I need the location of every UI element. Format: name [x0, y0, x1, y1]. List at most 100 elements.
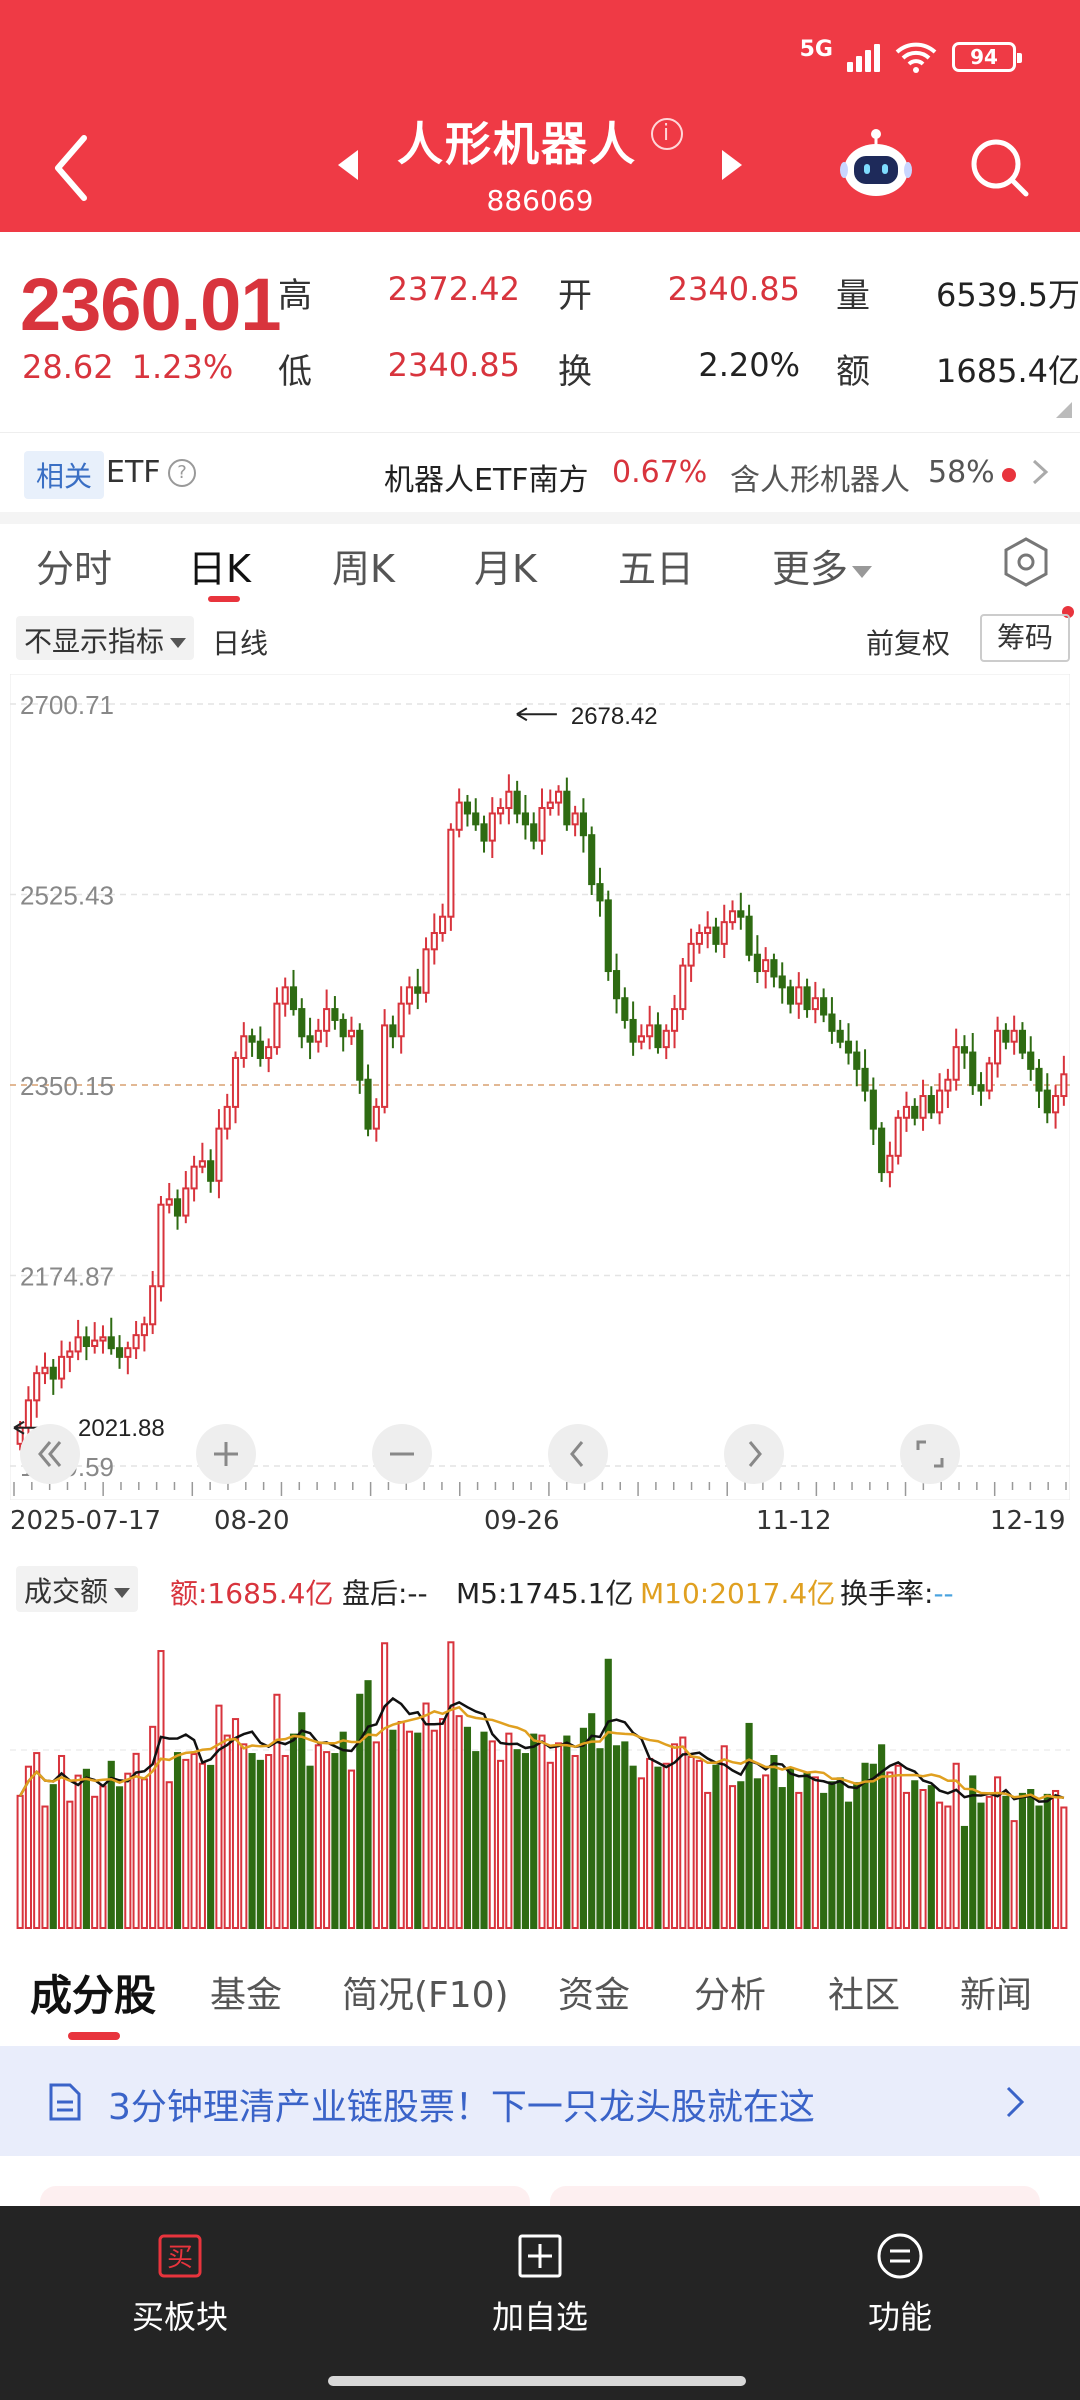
- volume-bar: [786, 1767, 795, 1929]
- scroll-left-icon[interactable]: [548, 1424, 608, 1484]
- svg-text:买: 买: [167, 2243, 193, 2273]
- candle-body: [298, 1008, 306, 1038]
- tab-intraday[interactable]: 分时: [36, 547, 113, 591]
- volume-bar: [1002, 1795, 1010, 1929]
- next-item-button[interactable]: [718, 148, 746, 182]
- tab-analysis[interactable]: 分析: [694, 1975, 767, 2016]
- x-tick-label: 08-20: [214, 1506, 290, 1536]
- rewind-icon[interactable]: [20, 1424, 80, 1484]
- functions-label: 功能: [867, 2298, 932, 2336]
- volume-bar: [124, 1772, 132, 1929]
- candle-body: [505, 790, 513, 810]
- candle-body: [405, 986, 414, 1005]
- candle-body: [778, 975, 786, 989]
- x-tick-label: 12-19: [990, 1506, 1066, 1536]
- candle-body: [795, 986, 803, 1005]
- volume-bar: [281, 1754, 289, 1929]
- chevron-right-icon: [1006, 2086, 1025, 2118]
- tab-weekly-k[interactable]: 周K: [332, 547, 395, 591]
- volume-bar: [637, 1777, 645, 1929]
- chips-button[interactable]: 筹码: [980, 614, 1070, 662]
- tab-five-day[interactable]: 五日: [618, 547, 695, 591]
- add-watchlist-button[interactable]: 加自选: [440, 2232, 640, 2338]
- chevron-right-icon[interactable]: [1030, 457, 1050, 487]
- search-icon[interactable]: [968, 136, 1032, 200]
- back-button[interactable]: [46, 128, 106, 208]
- volume-bar: [149, 1725, 157, 1929]
- tab-f10[interactable]: 简况(F10): [342, 1975, 509, 2016]
- candlestick-chart[interactable]: 2700.712525.432350.152174.871999.592678.…: [10, 674, 1070, 1500]
- tab-capital[interactable]: 资金: [558, 1975, 631, 2016]
- promo-banner[interactable]: 3分钟理清产业链股票！下一只龙头股就在这: [0, 2046, 1080, 2156]
- active-tab-indicator: [208, 596, 240, 602]
- tab-constituents[interactable]: 成分股: [30, 1971, 157, 2020]
- volume-bar: [737, 1781, 745, 1929]
- indicator-label: 不显示指标: [24, 625, 165, 658]
- candle-body: [472, 812, 480, 826]
- volume-bar: [389, 1729, 397, 1929]
- high-label: 高: [278, 276, 312, 316]
- candle-body: [513, 790, 521, 815]
- volume-bar: [497, 1759, 505, 1929]
- volume-bar: [836, 1777, 844, 1929]
- volume-bar: [728, 1785, 737, 1929]
- functions-button[interactable]: 功能: [800, 2232, 1000, 2338]
- candle-body: [381, 1024, 389, 1108]
- x-axis-labels: 2025-07-17 08-20 09-26 11-12 12-19: [0, 1506, 1080, 1546]
- volume-bar: [455, 1715, 463, 1929]
- indicator-dropdown[interactable]: 不显示指标: [16, 616, 195, 660]
- etf-name[interactable]: 机器人ETF南方: [384, 463, 589, 498]
- notification-dot: [1002, 468, 1016, 482]
- banner-text: 3分钟理清产业链股票！下一只龙头股就在这: [108, 2087, 815, 2128]
- amount-value: 1685.4亿: [936, 352, 1080, 390]
- settings-hex-icon[interactable]: [1002, 536, 1050, 588]
- zoom-in-icon[interactable]: [196, 1424, 256, 1484]
- tab-monthly-k[interactable]: 月K: [474, 547, 537, 591]
- buy-sector-button[interactable]: 买 买板块: [80, 2232, 280, 2338]
- candle-body: [1010, 1029, 1018, 1043]
- volume-bar: [654, 1766, 662, 1929]
- volume-bar: [745, 1722, 753, 1929]
- volume-chart[interactable]: [10, 1610, 1070, 1940]
- volume-bar: [480, 1731, 488, 1930]
- candle-body: [149, 1285, 157, 1326]
- adjust-mode[interactable]: 前复权: [866, 627, 951, 660]
- volume-bar: [381, 1642, 389, 1929]
- candle-body: [207, 1160, 215, 1182]
- candle-body: [314, 1029, 322, 1043]
- candle-body: [165, 1198, 173, 1206]
- prev-item-button[interactable]: [334, 148, 362, 182]
- volume-indicator-dropdown[interactable]: 成交额: [16, 1566, 139, 1612]
- volume-bar: [306, 1765, 314, 1929]
- candle-body: [364, 1078, 372, 1130]
- wifi-icon: [895, 42, 937, 73]
- candle-body: [521, 812, 530, 826]
- volume-bar: [530, 1733, 538, 1930]
- candle-body: [952, 1046, 960, 1081]
- candle-body: [1027, 1051, 1035, 1070]
- tab-community[interactable]: 社区: [828, 1975, 901, 2016]
- volume-bar: [662, 1762, 670, 1929]
- fullscreen-icon[interactable]: [900, 1424, 960, 1484]
- candle-body: [124, 1347, 132, 1358]
- zoom-out-icon[interactable]: [372, 1424, 432, 1484]
- tab-daily-k[interactable]: 日K: [188, 547, 251, 591]
- tab-funds[interactable]: 基金: [210, 1975, 283, 2016]
- volume-bar: [99, 1785, 107, 1929]
- scroll-right-icon[interactable]: [724, 1424, 784, 1484]
- y-tick-label: 2700.71: [20, 690, 114, 720]
- expand-corner-icon[interactable]: [1056, 402, 1072, 418]
- robot-assistant-icon[interactable]: [838, 126, 914, 202]
- related-etf-row[interactable]: 相关 ETF ? 机器人ETF南方 0.67% 含人形机器人 58%: [0, 432, 1080, 512]
- volume-bar: [571, 1754, 579, 1929]
- tab-more[interactable]: 更多: [772, 538, 873, 593]
- candle-body: [49, 1366, 57, 1380]
- help-icon[interactable]: ?: [168, 459, 196, 487]
- info-icon[interactable]: i: [651, 118, 683, 150]
- candle-body: [944, 1078, 952, 1092]
- volume-bar: [720, 1745, 728, 1929]
- volume-bar: [182, 1758, 190, 1929]
- volume-bar: [505, 1732, 513, 1930]
- candle-body: [969, 1051, 977, 1087]
- tab-news[interactable]: 新闻: [960, 1975, 1033, 2016]
